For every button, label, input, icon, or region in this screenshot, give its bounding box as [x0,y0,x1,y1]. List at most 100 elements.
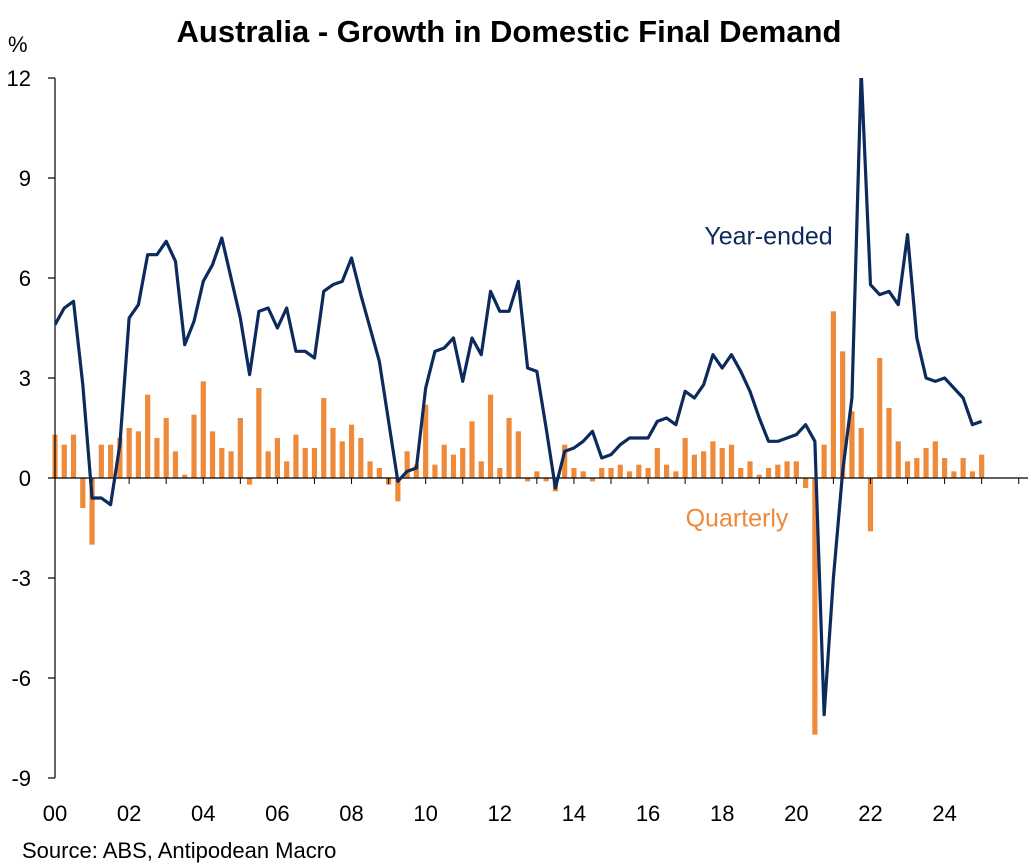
x-tick-label: 06 [265,801,289,826]
quarterly-bars [52,311,985,735]
quarterly-bar [367,461,373,478]
quarterly-bar [654,448,660,478]
year-ended-line-layer [55,78,983,717]
quarterly-bar [247,478,253,485]
quarterly-bar [487,394,494,478]
quarterly-bar [395,478,401,502]
quarterly-bar [664,464,670,478]
quarterly-bar [738,468,744,478]
quarterly-bar [895,441,901,478]
quarterly-bar [951,471,957,478]
quarterly-bar [321,398,327,478]
x-tick-label: 12 [488,801,512,826]
quarterly-bar [858,428,864,478]
quarterly-bar [626,471,633,478]
quarterly-bar [979,454,985,478]
quarterly-bar [256,388,262,478]
quarterly-bar [710,441,716,478]
x-tick-label: 16 [636,801,660,826]
quarterly-bar [728,444,735,478]
quarterly-bar [942,458,948,478]
y-tick-label: -6 [11,666,31,691]
y-tick-label: 6 [19,266,31,291]
quarterly-bar [506,418,512,478]
quarterly-bar [423,404,429,478]
quarterly-bar [376,468,382,478]
quarterly-bar [200,381,206,478]
quarterly-bar [543,478,549,482]
quarterly-bar [413,464,419,478]
y-tick-label: 3 [19,366,31,391]
quarterly-bar [98,444,104,478]
quarterly-bar [469,421,475,478]
x-tick-label: 22 [858,801,882,826]
year-ended-line [55,78,983,717]
chart-title: Australia - Growth in Domestic Final Dem… [177,14,842,49]
y-tick-labels: 12 9 6 3 0 -3 -6 -9 [7,66,31,791]
quarterly-bar [228,451,234,478]
y-tick-label: 9 [19,166,31,191]
x-tick-label: 10 [413,801,437,826]
quarterly-bar [599,468,605,478]
x-tick-label: 02 [117,801,141,826]
quarterly-bar [441,444,447,478]
quarterly-bar [274,438,280,478]
quarterly-bar [89,478,95,545]
y-unit-label: % [8,32,28,57]
quarterly-bar [339,441,345,478]
x-tick-label: 08 [339,801,363,826]
x-tick-label: 00 [43,801,67,826]
x-tick-label: 18 [710,801,734,826]
x-tick-label: 14 [562,801,586,826]
quarterly-bar [636,464,642,478]
quarterly-bar [617,464,623,478]
quarterly-bar [154,438,160,478]
quarterly-bar [914,458,920,478]
quarterly-bar [293,434,299,478]
quarterly-bar [126,428,132,478]
source-note: Source: ABS, Antipodean Macro [22,838,336,863]
quarterly-bar [450,454,457,478]
quarterly-bar [821,444,827,478]
quarterly-bar [580,471,586,478]
quarterly-bar [191,414,197,478]
quarterly-bar [682,438,688,478]
quarterly-bar [803,478,809,488]
quarterly-bar [719,448,725,478]
quarterly-bar [145,394,151,478]
quarterly-bar [209,431,216,478]
quarterly-bar [932,441,938,478]
quarterly-bar [923,448,929,478]
quarterly-bar [701,451,707,478]
quarterly-bar [330,428,336,478]
quarterly-bar [793,461,799,478]
quarterly-bar [497,468,503,478]
quarterly-bar [784,461,790,478]
quarterly-bar [645,468,651,478]
quarterly-bar [460,448,466,478]
quarterly-bar [348,424,355,478]
series-annotations: Year-ended Quarterly [686,223,833,533]
quarterly-bar [404,451,410,478]
quarterly-bar [61,444,67,478]
quarterly-bar [960,458,966,478]
quarterly-bar [163,418,169,478]
quarterly-bar [904,461,911,478]
quarterly-bar [219,448,225,478]
quarterly-bar [525,478,531,482]
quarterly-bar [182,474,188,478]
quarterly-bar [608,468,614,478]
quarterly-bar [867,478,874,532]
quarterly-bar [969,471,975,478]
quarterly-bar [117,438,123,478]
quarterly-bar [571,468,577,478]
quarterly-bar [478,461,484,478]
quarterly-bar [562,444,568,478]
x-tick-label: 04 [191,801,215,826]
quarterly-bar [747,461,753,478]
quarterly-bar [515,431,521,478]
quarterly-bar [830,311,836,478]
quarterly-bar [311,448,318,478]
quarterly-bar [265,451,271,478]
series-annotation: Quarterly [686,504,789,532]
